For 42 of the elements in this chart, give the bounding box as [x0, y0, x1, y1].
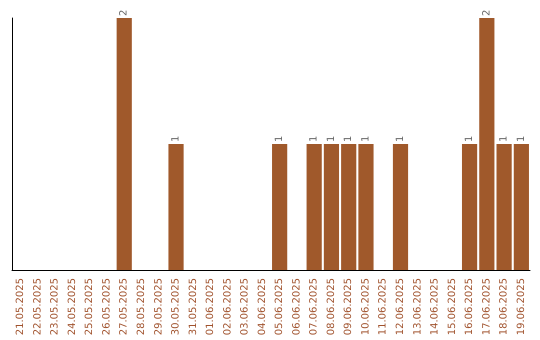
x-tick-label: 28.05.2025: [136, 278, 147, 336]
x-tick-label: 19.06.2025: [516, 278, 527, 336]
x-tick-label: 03.06.2025: [240, 278, 251, 336]
data-label: 1: [308, 136, 320, 142]
x-tick-label: 15.06.2025: [446, 278, 458, 336]
x-tick-label: 22.05.2025: [32, 278, 44, 336]
x-tick-label: 30.05.2025: [170, 278, 182, 336]
x-tick-label: 07.06.2025: [308, 278, 320, 336]
data-label: 1: [343, 136, 354, 142]
x-tick-label: 17.06.2025: [481, 278, 492, 336]
data-label: 1: [360, 136, 372, 142]
x-tick-label: 09.06.2025: [343, 278, 354, 336]
x-tick-label: 27.05.2025: [118, 278, 130, 336]
x-tick-label: 05.06.2025: [274, 278, 286, 336]
x-tick-label: 12.06.2025: [395, 278, 406, 336]
x-tick-label: 13.06.2025: [412, 278, 424, 336]
x-tick-label: 31.05.2025: [188, 278, 199, 336]
x-tick-label: 29.05.2025: [153, 278, 164, 336]
x-tick-label: 23.05.2025: [50, 278, 61, 336]
x-tick-label: 02.06.2025: [222, 278, 234, 336]
x-tick-label: 21.05.2025: [15, 278, 26, 336]
x-tick-label: 25.05.2025: [84, 278, 96, 336]
data-label: 1: [170, 136, 182, 142]
x-tick-label: 26.05.2025: [101, 278, 112, 336]
data-label: 2: [118, 10, 130, 16]
data-label: 1: [464, 136, 476, 142]
x-tick-label: 04.06.2025: [256, 278, 268, 336]
data-label: 1: [274, 136, 286, 142]
x-tick-label: 18.06.2025: [498, 278, 510, 336]
x-tick-label: 10.06.2025: [360, 278, 372, 336]
data-label: 1: [326, 136, 337, 142]
data-label: 1: [498, 136, 510, 142]
x-tick-label: 11.06.2025: [378, 278, 389, 336]
x-tick-label: 08.06.2025: [326, 278, 337, 336]
data-label: 1: [516, 136, 527, 142]
data-label: 2: [481, 10, 492, 16]
x-tick-label: 01.06.2025: [205, 278, 216, 336]
data-label: 1: [395, 136, 406, 142]
x-tick-label: 06.06.2025: [291, 278, 302, 336]
x-tick-label: 16.06.2025: [464, 278, 476, 336]
x-tick-label: 14.06.2025: [430, 278, 441, 336]
x-tick-label: 24.05.2025: [66, 278, 78, 336]
